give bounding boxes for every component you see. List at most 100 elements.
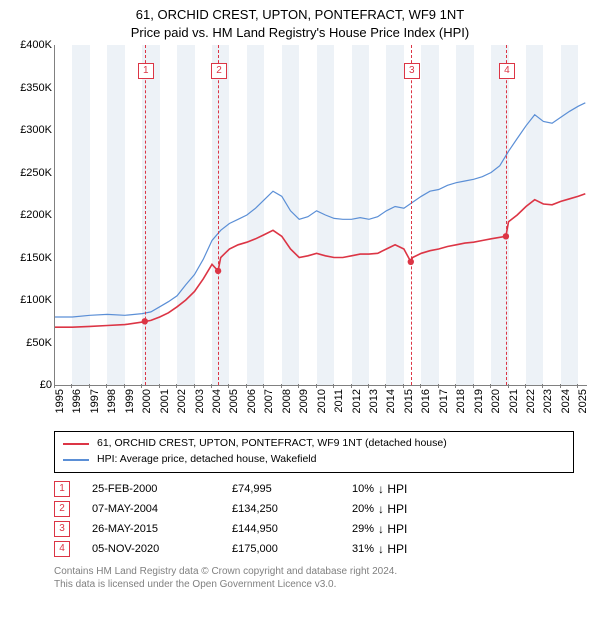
x-tick-mark bbox=[159, 384, 160, 388]
x-tick-label: 2006 bbox=[246, 389, 258, 413]
x-tick-label: 2004 bbox=[211, 389, 223, 413]
sale-marker: 1 bbox=[138, 63, 154, 79]
x-tick-mark bbox=[420, 384, 421, 388]
sale-pct-vs-hpi: 31%↓ HPI bbox=[352, 542, 532, 556]
x-tick-label: 1995 bbox=[54, 389, 66, 413]
sale-date: 07-MAY-2004 bbox=[92, 503, 232, 515]
x-tick-mark bbox=[368, 384, 369, 388]
x-tick-mark bbox=[560, 384, 561, 388]
sale-row-marker: 4 bbox=[54, 541, 70, 557]
sale-vline bbox=[145, 45, 146, 385]
x-axis: 1995199619971998199920002001200220032004… bbox=[54, 385, 586, 425]
x-tick-mark bbox=[473, 384, 474, 388]
y-tick-label: £400K bbox=[20, 39, 52, 51]
legend-swatch bbox=[63, 443, 89, 445]
x-tick-mark bbox=[385, 384, 386, 388]
sale-pct-vs-hpi: 20%↓ HPI bbox=[352, 502, 532, 516]
x-tick-mark bbox=[124, 384, 125, 388]
line-series-svg bbox=[55, 45, 587, 385]
sale-row-marker: 3 bbox=[54, 521, 70, 537]
x-tick-label: 2018 bbox=[455, 389, 467, 413]
x-tick-mark bbox=[263, 384, 264, 388]
x-tick-mark bbox=[176, 384, 177, 388]
x-tick-label: 2005 bbox=[228, 389, 240, 413]
x-tick-mark bbox=[141, 384, 142, 388]
x-tick-label: 2013 bbox=[368, 389, 380, 413]
arrow-down-icon: ↓ HPI bbox=[378, 522, 407, 536]
arrow-down-icon: ↓ HPI bbox=[378, 542, 407, 556]
x-tick-label: 1996 bbox=[71, 389, 83, 413]
x-tick-mark bbox=[525, 384, 526, 388]
sale-price: £175,000 bbox=[232, 543, 352, 555]
x-tick-mark bbox=[89, 384, 90, 388]
x-tick-label: 2012 bbox=[351, 389, 363, 413]
x-tick-mark bbox=[490, 384, 491, 388]
x-tick-mark bbox=[281, 384, 282, 388]
y-tick-label: £350K bbox=[20, 82, 52, 94]
x-tick-mark bbox=[577, 384, 578, 388]
x-tick-label: 2002 bbox=[176, 389, 188, 413]
x-tick-mark bbox=[542, 384, 543, 388]
footer-attribution: Contains HM Land Registry data © Crown c… bbox=[54, 565, 574, 591]
sale-date: 25-FEB-2000 bbox=[92, 483, 232, 495]
x-tick-label: 2021 bbox=[508, 389, 520, 413]
x-tick-mark bbox=[316, 384, 317, 388]
legend-item: HPI: Average price, detached house, Wake… bbox=[63, 452, 565, 468]
sale-row-marker: 2 bbox=[54, 501, 70, 517]
x-tick-label: 2010 bbox=[316, 389, 328, 413]
legend-box: 61, ORCHID CREST, UPTON, PONTEFRACT, WF9… bbox=[54, 431, 574, 473]
sale-price: £74,995 bbox=[232, 483, 352, 495]
x-tick-mark bbox=[298, 384, 299, 388]
plot-area: 1234 bbox=[54, 45, 587, 386]
title-line1: 61, ORCHID CREST, UPTON, PONTEFRACT, WF9… bbox=[136, 7, 464, 22]
sale-row: 2 07-MAY-2004£134,25020%↓ HPI bbox=[54, 501, 574, 517]
footer-line1: Contains HM Land Registry data © Crown c… bbox=[54, 565, 574, 578]
x-tick-label: 2003 bbox=[194, 389, 206, 413]
sale-date: 05-NOV-2020 bbox=[92, 543, 232, 555]
y-tick-label: £50K bbox=[26, 337, 52, 349]
x-tick-label: 2009 bbox=[298, 389, 310, 413]
x-tick-label: 2017 bbox=[438, 389, 450, 413]
title-line2: Price paid vs. HM Land Registry's House … bbox=[131, 25, 469, 40]
sale-row: 4 05-NOV-2020£175,00031%↓ HPI bbox=[54, 541, 574, 557]
arrow-down-icon: ↓ HPI bbox=[378, 502, 407, 516]
y-tick-label: £0 bbox=[40, 379, 52, 391]
x-tick-label: 2011 bbox=[333, 389, 345, 413]
legend-label: 61, ORCHID CREST, UPTON, PONTEFRACT, WF9… bbox=[97, 436, 447, 452]
sale-pct-vs-hpi: 29%↓ HPI bbox=[352, 522, 532, 536]
x-tick-label: 2014 bbox=[385, 389, 397, 413]
x-tick-label: 2019 bbox=[473, 389, 485, 413]
x-tick-mark bbox=[246, 384, 247, 388]
sale-vline bbox=[411, 45, 412, 385]
x-tick-label: 2008 bbox=[281, 389, 293, 413]
sale-marker: 2 bbox=[211, 63, 227, 79]
y-tick-label: £150K bbox=[20, 252, 52, 264]
sale-date: 26-MAY-2015 bbox=[92, 523, 232, 535]
y-axis: £0£50K£100K£150K£200K£250K£300K£350K£400… bbox=[10, 45, 54, 385]
y-tick-label: £300K bbox=[20, 124, 52, 136]
sale-marker: 4 bbox=[499, 63, 515, 79]
sale-row: 3 26-MAY-2015£144,95029%↓ HPI bbox=[54, 521, 574, 537]
sale-pct-vs-hpi: 10%↓ HPI bbox=[352, 482, 532, 496]
x-tick-label: 2001 bbox=[159, 389, 171, 413]
x-tick-mark bbox=[403, 384, 404, 388]
x-tick-mark bbox=[71, 384, 72, 388]
x-tick-label: 2015 bbox=[403, 389, 415, 413]
arrow-down-icon: ↓ HPI bbox=[378, 482, 407, 496]
x-tick-mark bbox=[194, 384, 195, 388]
legend-item: 61, ORCHID CREST, UPTON, PONTEFRACT, WF9… bbox=[63, 436, 565, 452]
chart-area: £0£50K£100K£150K£200K£250K£300K£350K£400… bbox=[10, 45, 590, 425]
x-tick-label: 1998 bbox=[106, 389, 118, 413]
legend-swatch bbox=[63, 459, 89, 461]
y-tick-label: £100K bbox=[20, 294, 52, 306]
y-tick-label: £250K bbox=[20, 167, 52, 179]
x-tick-mark bbox=[508, 384, 509, 388]
x-tick-label: 2022 bbox=[525, 389, 537, 413]
sale-price: £144,950 bbox=[232, 523, 352, 535]
sale-vline bbox=[506, 45, 507, 385]
sale-row-marker: 1 bbox=[54, 481, 70, 497]
sale-price: £134,250 bbox=[232, 503, 352, 515]
x-tick-mark bbox=[438, 384, 439, 388]
x-tick-mark bbox=[351, 384, 352, 388]
legend-label: HPI: Average price, detached house, Wake… bbox=[97, 452, 316, 468]
